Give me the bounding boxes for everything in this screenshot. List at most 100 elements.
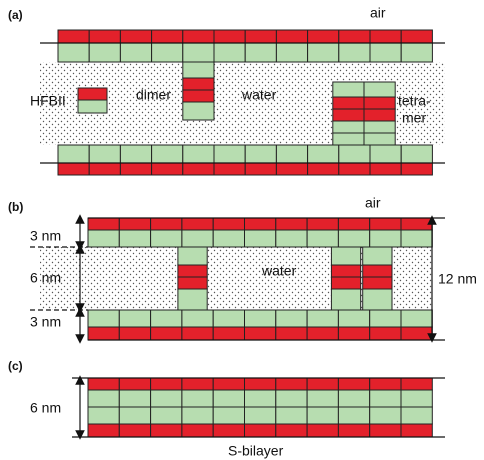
protein-cell bbox=[370, 407, 401, 424]
water-label: water bbox=[261, 263, 297, 279]
protein-cell bbox=[370, 230, 401, 247]
protein-cell bbox=[401, 327, 432, 340]
protein-cell bbox=[276, 163, 307, 175]
protein-cell bbox=[183, 90, 214, 102]
protein-cell bbox=[152, 163, 183, 175]
dimer-label: dimer bbox=[136, 87, 171, 103]
protein-cell bbox=[401, 424, 432, 437]
protein-cell bbox=[214, 163, 245, 175]
protein-cell bbox=[182, 218, 213, 230]
protein-cell bbox=[338, 378, 369, 390]
protein-cell bbox=[151, 327, 182, 340]
protein-cell bbox=[58, 163, 89, 175]
protein-cell bbox=[333, 97, 364, 109]
protein-cell bbox=[276, 390, 307, 407]
protein-cell bbox=[333, 82, 364, 97]
protein-cell bbox=[151, 230, 182, 247]
protein-cell bbox=[213, 390, 244, 407]
page: {"panels": { "a": {"label": "(a)", "air"… bbox=[0, 0, 484, 460]
protein-cell bbox=[339, 30, 370, 43]
protein-cell bbox=[338, 424, 369, 437]
protein-cell bbox=[120, 145, 151, 163]
protein-cell bbox=[370, 30, 401, 43]
protein-cell bbox=[401, 407, 432, 424]
protein-cell bbox=[245, 230, 276, 247]
protein-cell bbox=[152, 43, 183, 62]
protein-cell bbox=[331, 277, 360, 289]
protein-cell bbox=[58, 30, 89, 43]
protein-cell bbox=[78, 88, 107, 100]
protein-cell bbox=[276, 230, 307, 247]
tetramer-label: mer bbox=[402, 110, 426, 126]
protein-cell bbox=[245, 327, 276, 340]
protein-cell bbox=[308, 43, 339, 62]
protein-cell bbox=[119, 378, 150, 390]
protein-cell bbox=[213, 327, 244, 340]
hfbii-label: HFBII bbox=[30, 93, 66, 109]
protein-cell bbox=[178, 265, 207, 277]
protein-cell bbox=[331, 265, 360, 277]
protein-cell bbox=[338, 218, 369, 230]
cells bbox=[30, 30, 445, 437]
protein-cell bbox=[370, 327, 401, 340]
protein-cell bbox=[119, 218, 150, 230]
thickness-label: 12 nm bbox=[438, 271, 477, 287]
protein-cell bbox=[333, 109, 364, 121]
protein-cell bbox=[119, 230, 150, 247]
protein-cell bbox=[276, 327, 307, 340]
protein-cell bbox=[58, 145, 89, 163]
protein-cell bbox=[276, 407, 307, 424]
protein-cell bbox=[88, 407, 119, 424]
protein-cell bbox=[151, 407, 182, 424]
protein-cell bbox=[338, 390, 369, 407]
protein-cell bbox=[89, 163, 120, 175]
protein-cell bbox=[363, 247, 392, 265]
protein-cell bbox=[338, 327, 369, 340]
protein-cell bbox=[401, 163, 432, 175]
protein-cell bbox=[152, 30, 183, 43]
protein-cell bbox=[401, 378, 432, 390]
air-label: air bbox=[370, 5, 386, 21]
protein-cell bbox=[178, 277, 207, 289]
protein-cell bbox=[151, 378, 182, 390]
protein-cell bbox=[245, 310, 276, 327]
water-label: water bbox=[241, 87, 277, 103]
protein-cell bbox=[213, 407, 244, 424]
protein-cell bbox=[363, 277, 392, 289]
thickness-label: 3 nm bbox=[30, 228, 61, 244]
protein-cell bbox=[339, 43, 370, 62]
protein-cell bbox=[364, 109, 395, 121]
protein-cell bbox=[364, 121, 395, 133]
protein-cell bbox=[245, 378, 276, 390]
protein-cell bbox=[245, 30, 276, 43]
protein-cell bbox=[370, 424, 401, 437]
protein-cell bbox=[214, 30, 245, 43]
protein-cell bbox=[307, 310, 338, 327]
protein-cell bbox=[58, 43, 89, 62]
protein-cell bbox=[213, 230, 244, 247]
protein-cell bbox=[152, 145, 183, 163]
protein-cell bbox=[151, 218, 182, 230]
protein-cell bbox=[183, 163, 214, 175]
protein-cell bbox=[183, 102, 214, 120]
protein-cell bbox=[89, 43, 120, 62]
protein-cell bbox=[245, 407, 276, 424]
protein-cell bbox=[88, 424, 119, 437]
protein-cell bbox=[276, 218, 307, 230]
protein-cell bbox=[183, 78, 214, 90]
protein-cell bbox=[276, 30, 307, 43]
protein-cell bbox=[88, 310, 119, 327]
thickness-label: 6 nm bbox=[30, 400, 61, 416]
protein-cell bbox=[338, 230, 369, 247]
protein-cell bbox=[370, 310, 401, 327]
protein-cell bbox=[119, 390, 150, 407]
protein-cell bbox=[308, 30, 339, 43]
protein-cell bbox=[151, 390, 182, 407]
protein-cell bbox=[151, 310, 182, 327]
protein-cell bbox=[307, 327, 338, 340]
protein-cell bbox=[276, 43, 307, 62]
protein-cell bbox=[119, 310, 150, 327]
protein-cell bbox=[370, 390, 401, 407]
protein-cell bbox=[308, 145, 339, 163]
protein-cell bbox=[401, 218, 432, 230]
